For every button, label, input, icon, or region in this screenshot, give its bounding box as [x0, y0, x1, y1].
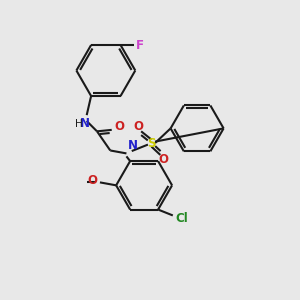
Text: O: O	[88, 173, 98, 187]
Text: S: S	[147, 136, 156, 150]
Text: O: O	[158, 153, 168, 167]
Text: N: N	[128, 139, 138, 152]
Text: O: O	[114, 120, 124, 134]
Text: N: N	[80, 117, 90, 130]
Text: H: H	[75, 119, 82, 129]
Text: Cl: Cl	[176, 212, 188, 225]
Text: F: F	[136, 38, 144, 52]
Text: O: O	[133, 120, 143, 133]
